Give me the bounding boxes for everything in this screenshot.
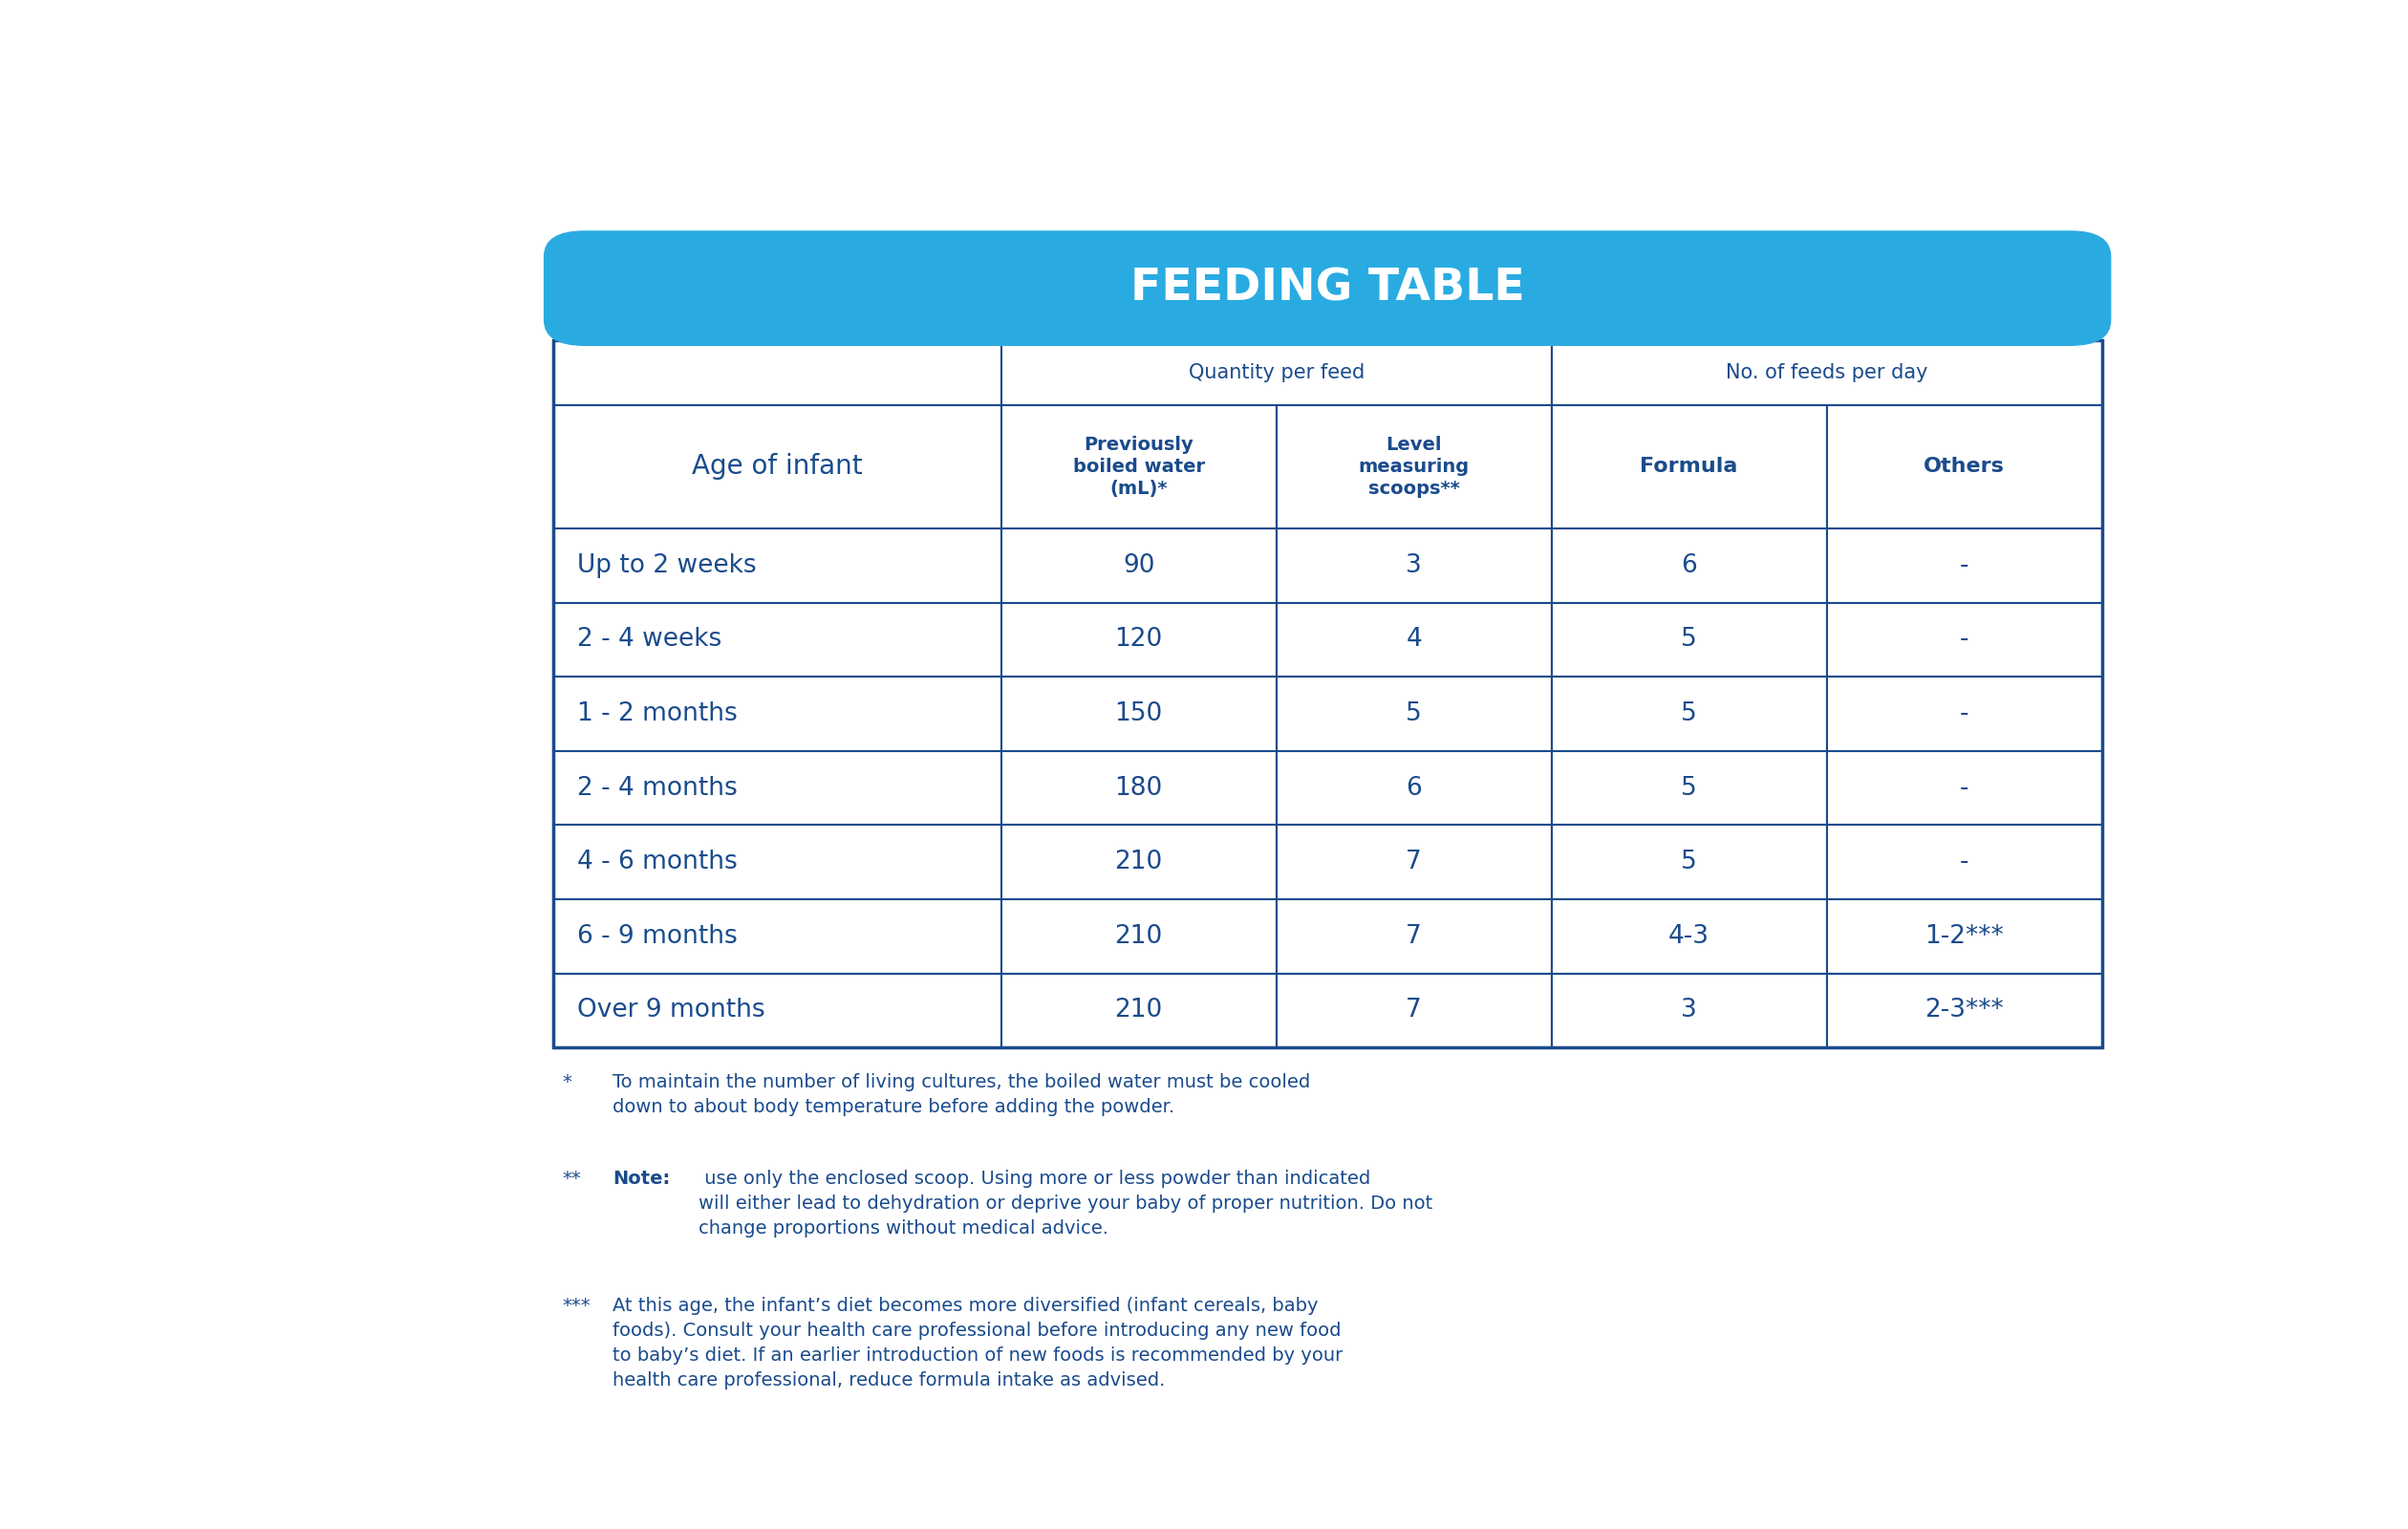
Text: 4 - 6 months: 4 - 6 months — [578, 850, 737, 875]
Text: -: - — [1960, 553, 1970, 578]
Polygon shape — [1002, 751, 1276, 826]
Text: 5: 5 — [1681, 702, 1698, 726]
Text: Over 9 months: Over 9 months — [578, 998, 766, 1023]
Polygon shape — [1002, 602, 1276, 677]
Polygon shape — [1828, 899, 2102, 974]
Text: 150: 150 — [1115, 702, 1163, 726]
Polygon shape — [1551, 602, 1828, 677]
Text: 5: 5 — [1681, 775, 1698, 801]
Text: 2 - 4 months: 2 - 4 months — [578, 775, 737, 801]
Text: 180: 180 — [1115, 775, 1163, 801]
Text: 7: 7 — [1406, 998, 1421, 1023]
Polygon shape — [554, 405, 1002, 529]
Polygon shape — [1002, 826, 1276, 899]
Text: 2-3***: 2-3*** — [1924, 998, 2003, 1023]
Text: 4-3: 4-3 — [1669, 924, 1710, 950]
Text: 5: 5 — [1681, 627, 1698, 651]
Polygon shape — [1002, 339, 1551, 405]
Text: -: - — [1960, 702, 1970, 726]
Text: Others: Others — [1924, 457, 2006, 476]
Text: 7: 7 — [1406, 924, 1421, 950]
Text: use only the enclosed scoop. Using more or less powder than indicated
will eithe: use only the enclosed scoop. Using more … — [698, 1170, 1433, 1237]
Polygon shape — [1276, 974, 1551, 1047]
Text: 120: 120 — [1115, 627, 1163, 651]
Text: Up to 2 weeks: Up to 2 weeks — [578, 553, 756, 578]
Text: 210: 210 — [1115, 850, 1163, 875]
Polygon shape — [1002, 529, 1276, 602]
Text: 90: 90 — [1122, 553, 1156, 578]
Polygon shape — [554, 751, 1002, 826]
Polygon shape — [554, 899, 1002, 974]
Text: 5: 5 — [1681, 850, 1698, 875]
Polygon shape — [1276, 677, 1551, 751]
Polygon shape — [1551, 974, 1828, 1047]
Polygon shape — [1551, 751, 1828, 826]
Text: *: * — [563, 1073, 571, 1092]
Text: 5: 5 — [1406, 702, 1421, 726]
Text: 6: 6 — [1681, 553, 1698, 578]
Polygon shape — [554, 529, 1002, 602]
Text: -: - — [1960, 775, 1970, 801]
Text: Note:: Note: — [612, 1170, 669, 1188]
Polygon shape — [1276, 826, 1551, 899]
Polygon shape — [1276, 405, 1551, 529]
Text: Formula: Formula — [1640, 457, 1739, 476]
Text: 6: 6 — [1406, 775, 1421, 801]
Text: -: - — [1960, 627, 1970, 651]
Polygon shape — [1828, 826, 2102, 899]
Text: ***: *** — [563, 1297, 590, 1315]
Polygon shape — [1551, 899, 1828, 974]
Text: 3: 3 — [1406, 553, 1421, 578]
Polygon shape — [554, 339, 1002, 405]
Polygon shape — [1551, 826, 1828, 899]
Text: 2 - 4 weeks: 2 - 4 weeks — [578, 627, 722, 651]
Text: Age of infant: Age of infant — [691, 453, 862, 480]
Polygon shape — [554, 826, 1002, 899]
FancyBboxPatch shape — [544, 231, 2112, 346]
Text: 1-2***: 1-2*** — [1924, 924, 2003, 950]
Text: No. of feeds per day: No. of feeds per day — [1727, 362, 1929, 382]
Polygon shape — [1828, 974, 2102, 1047]
Polygon shape — [1276, 529, 1551, 602]
Polygon shape — [1828, 529, 2102, 602]
Polygon shape — [1002, 405, 1276, 529]
Text: 210: 210 — [1115, 998, 1163, 1023]
Text: 1 - 2 months: 1 - 2 months — [578, 702, 737, 726]
Text: -: - — [1960, 850, 1970, 875]
Polygon shape — [1551, 677, 1828, 751]
Text: 3: 3 — [1681, 998, 1698, 1023]
Polygon shape — [1276, 751, 1551, 826]
Polygon shape — [1828, 602, 2102, 677]
Text: At this age, the infant’s diet becomes more diversified (infant cereals, baby
fo: At this age, the infant’s diet becomes m… — [612, 1297, 1344, 1390]
Text: FEEDING TABLE: FEEDING TABLE — [1129, 266, 1524, 310]
Polygon shape — [554, 974, 1002, 1047]
Polygon shape — [1828, 677, 2102, 751]
Text: 210: 210 — [1115, 924, 1163, 950]
Polygon shape — [1276, 602, 1551, 677]
Polygon shape — [1828, 405, 2102, 529]
Polygon shape — [1551, 339, 2102, 405]
Polygon shape — [1002, 899, 1276, 974]
Polygon shape — [1002, 677, 1276, 751]
Polygon shape — [1551, 405, 1828, 529]
Text: To maintain the number of living cultures, the boiled water must be cooled
down : To maintain the number of living culture… — [612, 1073, 1310, 1116]
Polygon shape — [1828, 751, 2102, 826]
Text: **: ** — [563, 1170, 580, 1188]
Polygon shape — [554, 677, 1002, 751]
Polygon shape — [1002, 974, 1276, 1047]
Text: Previously
boiled water
(mL)*: Previously boiled water (mL)* — [1072, 436, 1204, 497]
Text: 6 - 9 months: 6 - 9 months — [578, 924, 737, 950]
Polygon shape — [1551, 529, 1828, 602]
Polygon shape — [554, 602, 1002, 677]
Text: Level
measuring
scoops**: Level measuring scoops** — [1358, 436, 1469, 497]
Polygon shape — [1276, 899, 1551, 974]
Text: 7: 7 — [1406, 850, 1421, 875]
Text: Quantity per feed: Quantity per feed — [1187, 362, 1365, 382]
Text: 4: 4 — [1406, 627, 1421, 651]
